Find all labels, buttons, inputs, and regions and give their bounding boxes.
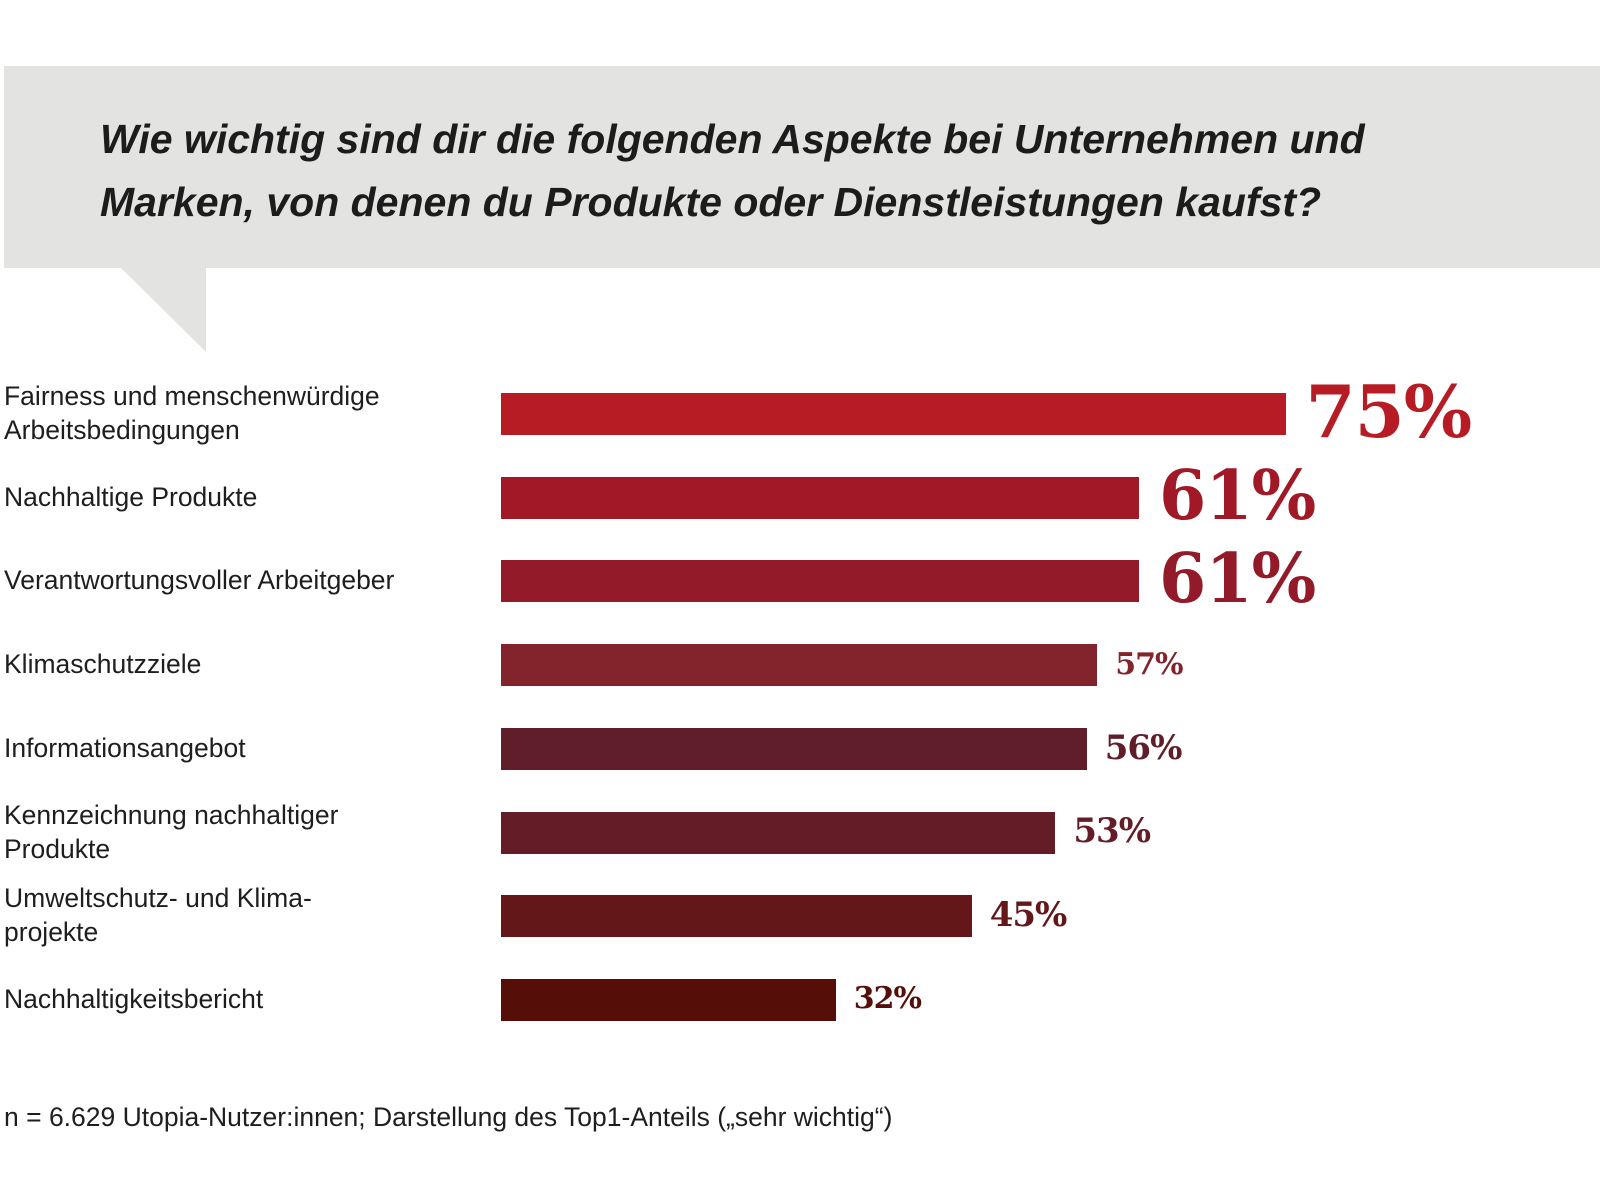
value-label: 61% xyxy=(1159,539,1316,620)
speech-bubble-tail xyxy=(120,267,206,352)
bar xyxy=(501,811,1056,854)
title-line-2: Marken, von denen du Produkte oder Diens… xyxy=(100,179,1322,225)
title-banner xyxy=(4,66,1600,268)
category-label: Klimaschutzziele xyxy=(4,649,202,680)
value-label: 32% xyxy=(853,981,922,1017)
category-label: Fairness und menschenwürdige Arbeitsbedi… xyxy=(4,381,380,445)
category-label: Nachhaltige Produkte xyxy=(4,481,258,512)
bar xyxy=(501,644,1098,687)
footnote: n = 6.629 Utopia-Nutzer:innen; Darstellu… xyxy=(4,1102,893,1132)
value-label: 75% xyxy=(1305,369,1473,455)
value-label: 61% xyxy=(1159,455,1316,536)
category-label: Verantwortungsvoller Arbeitgeber xyxy=(4,565,395,596)
value-label: 57% xyxy=(1115,646,1183,682)
value-label: 45% xyxy=(989,895,1068,936)
title-line-1: Wie wichtig sind dir die folgenden Aspek… xyxy=(100,116,1365,162)
category-label: Informationsangebot xyxy=(4,732,246,763)
value-label: 53% xyxy=(1073,811,1151,852)
bar xyxy=(501,978,836,1021)
category-label: Umweltschutz- und Klima- projekte xyxy=(4,883,312,948)
bar xyxy=(501,895,972,938)
category-label: Nachhaltigkeitsbericht xyxy=(4,983,264,1014)
bar xyxy=(501,560,1140,603)
bar xyxy=(501,476,1140,519)
value-label: 56% xyxy=(1104,727,1183,768)
chart-title: Wie wichtig sind dir die folgenden Aspek… xyxy=(100,108,1540,234)
bar xyxy=(501,393,1286,435)
category-label: Kennzeichnung nachhaltiger Produkte xyxy=(4,799,339,864)
bar xyxy=(501,727,1087,770)
